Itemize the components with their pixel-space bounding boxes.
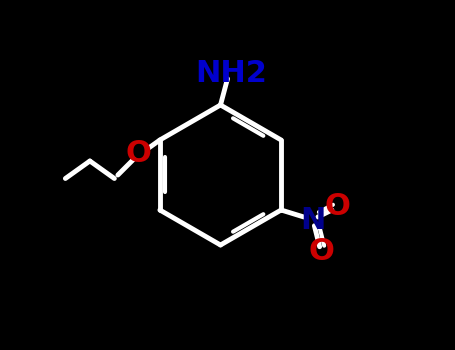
Text: N: N [300,206,325,235]
Text: NH2: NH2 [195,59,267,88]
Text: O: O [324,192,350,221]
Text: O: O [126,140,152,168]
Text: O: O [308,238,334,266]
